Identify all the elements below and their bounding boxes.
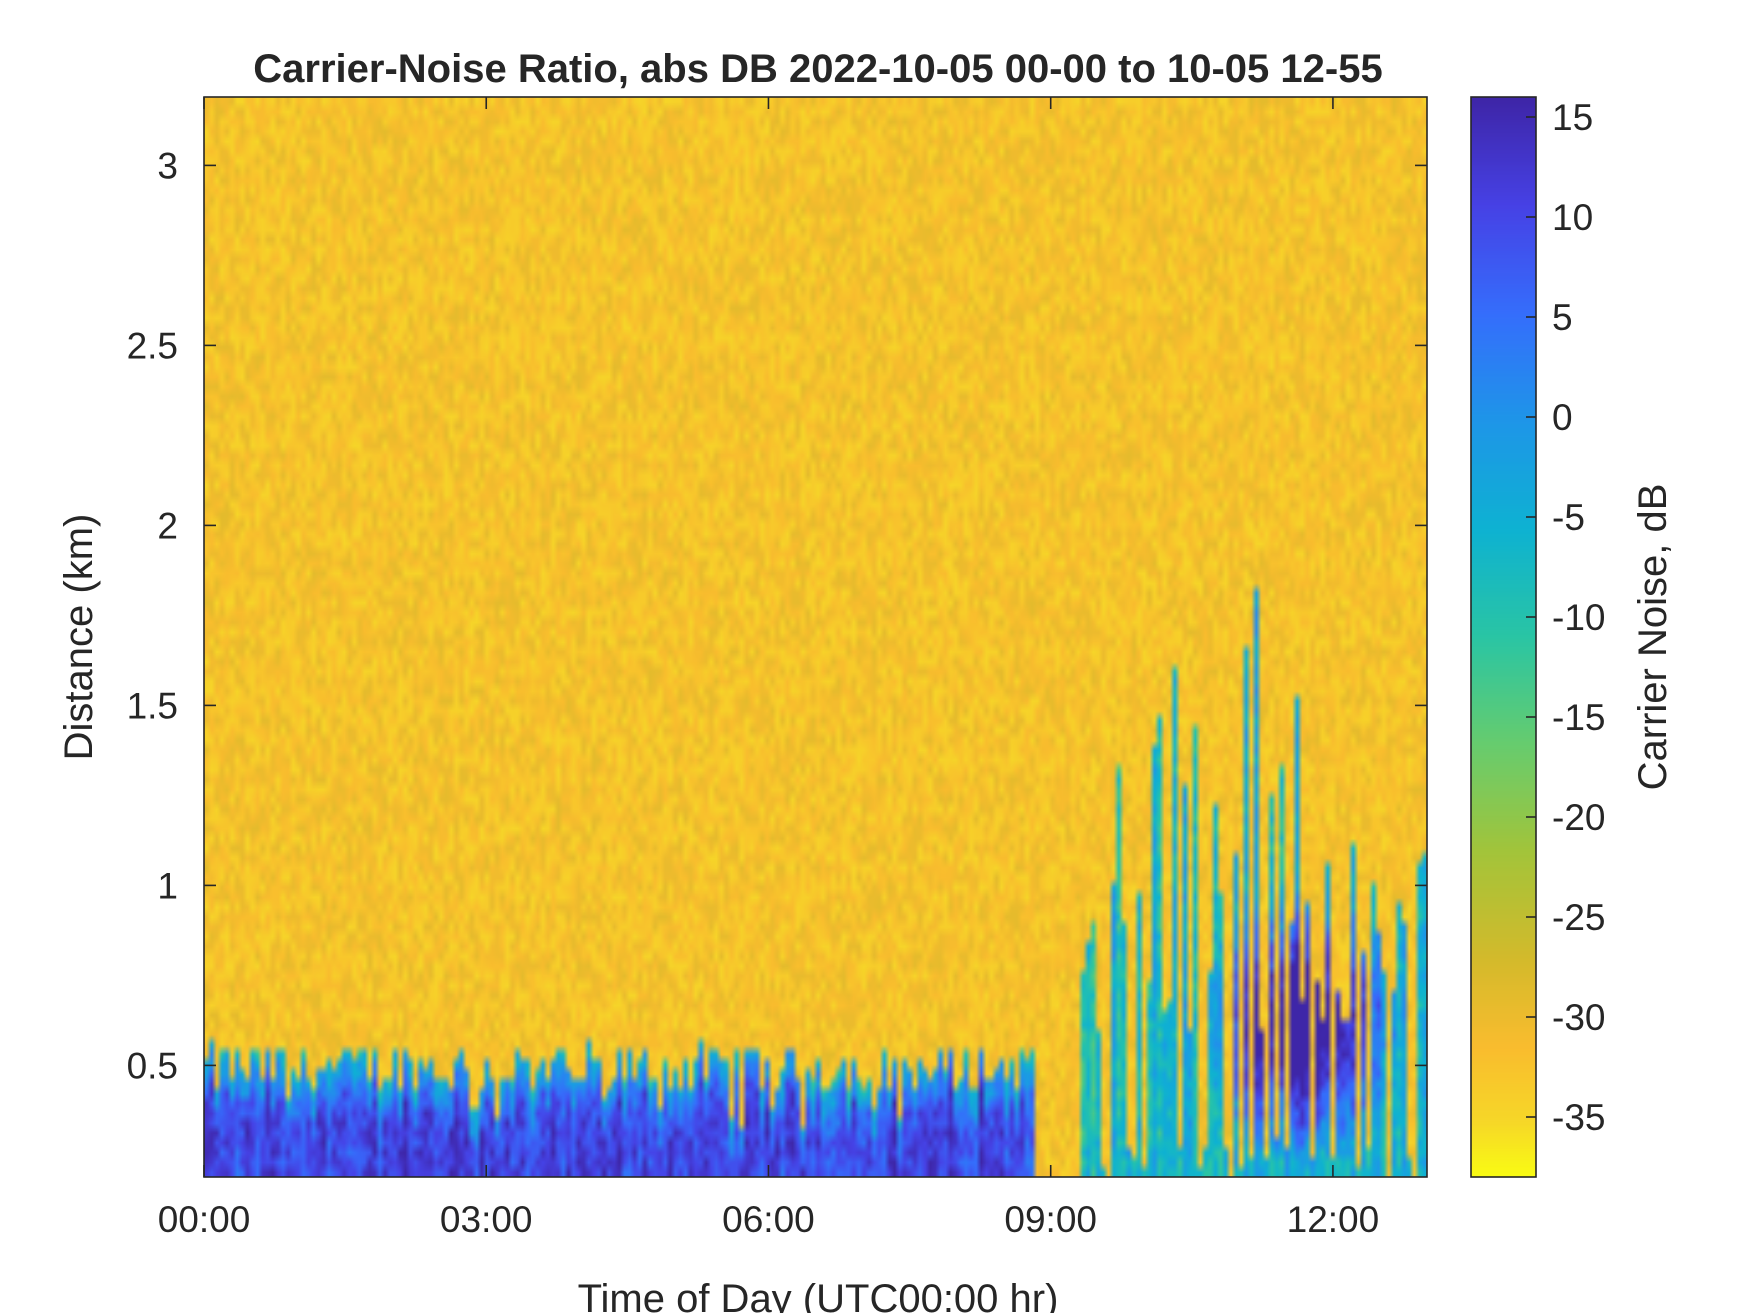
x-tick-label: 09:00 [1004,1199,1097,1240]
plot-frame [203,96,1428,1178]
x-axis-label: Time of Day (UTC00:00 hr) [578,1277,1059,1313]
colorbar-tick-label: -5 [1552,497,1585,538]
chart-title: Carrier-Noise Ratio, abs DB 2022-10-05 0… [253,47,1382,91]
colorbar-tick-label: -20 [1552,797,1605,838]
y-tick-label: 3 [157,145,178,186]
x-tick-label: 12:00 [1287,1199,1380,1240]
colorbar-tick-label: 0 [1552,397,1573,438]
heatmap-image [204,97,1427,1177]
colorbar-tick-label: -15 [1552,697,1605,738]
colorbar-tick-label: -30 [1552,997,1605,1038]
x-axis: 00:00 03:00 06:00 09:00 12:00 [158,97,1380,1240]
x-tick-label: 03:00 [440,1199,533,1240]
colorbar-label: Carrier Noise, dB [1631,484,1675,791]
x-tick-label: 00:00 [158,1199,251,1240]
y-tick-label: 0.5 [127,1045,178,1086]
x-tick-label: 06:00 [722,1199,815,1240]
colorbar-ticks: -35 -30 -25 -20 -15 -10 -5 0 5 10 15 [1526,97,1605,1138]
y-axis: 0.5 1 1.5 2 2.5 3 [127,145,1427,1086]
colorbar-tick-label: -10 [1552,597,1605,638]
colorbar: -35 -30 -25 -20 -15 -10 -5 0 5 10 15 [1470,96,1605,1178]
colorbar-tick-label: -35 [1552,1097,1605,1138]
y-tick-label: 2.5 [127,325,178,366]
colorbar-gradient [1471,97,1536,1177]
y-tick-label: 1.5 [127,685,178,726]
y-tick-label: 1 [157,865,178,906]
colorbar-tick-label: 10 [1552,197,1593,238]
colorbar-tick-label: -25 [1552,897,1605,938]
y-tick-label: 2 [157,505,178,546]
y-axis-label: Distance (km) [57,514,101,761]
colorbar-tick-label: 5 [1552,297,1573,338]
heatmap-plot-area [203,96,1428,1178]
colorbar-frame [1470,96,1537,1178]
colorbar-tick-label: 15 [1552,97,1593,138]
